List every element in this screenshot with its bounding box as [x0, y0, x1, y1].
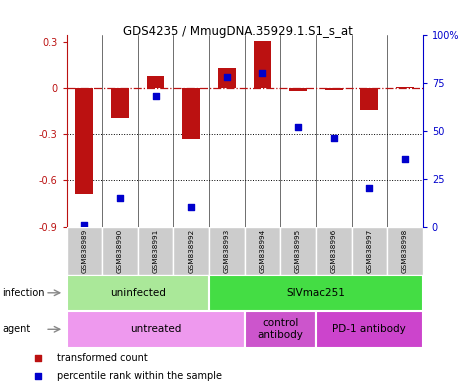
- Bar: [209, 275, 423, 311]
- Bar: [66, 275, 209, 311]
- Point: [294, 124, 302, 130]
- Bar: [316, 311, 423, 348]
- Text: GSM838991: GSM838991: [152, 228, 159, 273]
- Text: GSM838989: GSM838989: [81, 228, 87, 273]
- Text: SIVmac251: SIVmac251: [286, 288, 345, 298]
- Bar: [111, 88, 129, 118]
- Point: [223, 74, 231, 80]
- Text: GSM838992: GSM838992: [188, 228, 194, 273]
- Text: GSM838998: GSM838998: [402, 228, 408, 273]
- Text: GSM838990: GSM838990: [117, 228, 123, 273]
- Point: [152, 93, 160, 99]
- Point: [330, 135, 337, 141]
- Text: GDS4235 / MmugDNA.35929.1.S1_s_at: GDS4235 / MmugDNA.35929.1.S1_s_at: [123, 25, 352, 38]
- Bar: [209, 227, 245, 275]
- Bar: [66, 227, 102, 275]
- Point: [401, 156, 408, 162]
- Text: GSM838993: GSM838993: [224, 228, 230, 273]
- Bar: [361, 88, 378, 110]
- Text: GSM838994: GSM838994: [259, 228, 266, 273]
- Bar: [254, 41, 271, 88]
- Point: [258, 70, 266, 76]
- Text: GSM838997: GSM838997: [366, 228, 372, 273]
- Point: [187, 204, 195, 210]
- Bar: [396, 87, 414, 88]
- Bar: [76, 88, 93, 194]
- Text: untreated: untreated: [130, 324, 181, 334]
- Bar: [182, 88, 200, 139]
- Bar: [218, 68, 236, 88]
- Text: percentile rank within the sample: percentile rank within the sample: [57, 371, 222, 381]
- Bar: [245, 227, 280, 275]
- Text: GSM838995: GSM838995: [295, 228, 301, 273]
- Bar: [147, 76, 164, 88]
- Bar: [138, 227, 173, 275]
- Bar: [316, 227, 352, 275]
- Text: PD-1 antibody: PD-1 antibody: [332, 324, 406, 334]
- Bar: [102, 227, 138, 275]
- Bar: [173, 227, 209, 275]
- Point: [80, 222, 88, 228]
- Point: [366, 185, 373, 191]
- Text: GSM838996: GSM838996: [331, 228, 337, 273]
- Bar: [66, 311, 245, 348]
- Point: [116, 195, 124, 201]
- Text: agent: agent: [2, 324, 30, 334]
- Text: control
antibody: control antibody: [257, 318, 303, 340]
- Bar: [352, 227, 387, 275]
- Text: uninfected: uninfected: [110, 288, 166, 298]
- Bar: [325, 88, 342, 90]
- Bar: [387, 227, 423, 275]
- Text: transformed count: transformed count: [57, 353, 148, 363]
- Bar: [280, 227, 316, 275]
- Text: infection: infection: [2, 288, 45, 298]
- Bar: [289, 88, 307, 91]
- Bar: [245, 311, 316, 348]
